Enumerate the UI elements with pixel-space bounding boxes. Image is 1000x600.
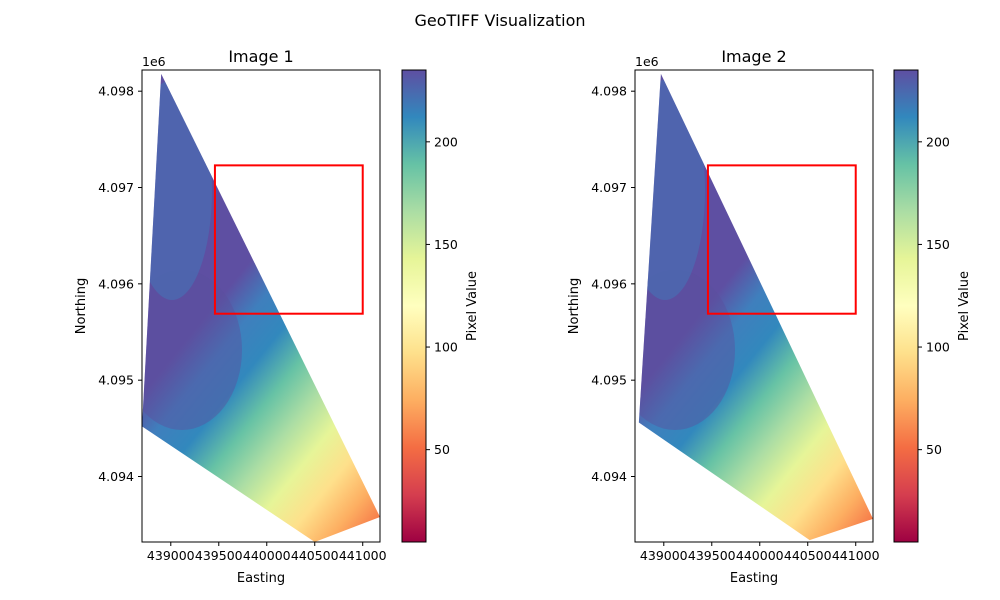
x-axis-label: Easting	[237, 571, 285, 586]
y-tick-label: 4.096	[98, 276, 134, 291]
x-tick-label: 440500	[784, 548, 832, 563]
y-tick-label: 4.096	[591, 276, 627, 291]
x-tick-label: 439500	[195, 548, 243, 563]
raster-shading	[638, 80, 705, 300]
colorbar-label: Pixel Value	[957, 271, 972, 341]
raster-image	[638, 73, 873, 541]
raster-shading	[142, 270, 242, 430]
y-tick-label: 4.097	[591, 180, 627, 195]
colorbar	[893, 69, 919, 543]
x-axis-label: Easting	[730, 571, 778, 586]
y-tick-label: 4.094	[98, 469, 134, 484]
x-tick-label: 440000	[736, 548, 784, 563]
figure-title: GeoTIFF Visualization	[414, 11, 585, 30]
axis-offset-label: 1e6	[635, 54, 659, 69]
colorbar-tick-label: 150	[926, 237, 950, 252]
y-tick-label: 4.097	[98, 180, 134, 195]
chart-panel-2: Image 2 439000 439500 440000 440500 441000 4.0…	[567, 47, 972, 586]
x-tick-label: 440000	[243, 548, 291, 563]
y-axis-label: Northing	[74, 278, 89, 334]
highlight-box	[706, 164, 857, 315]
y-tick-label: 4.095	[98, 373, 134, 388]
y-tick-label: 4.098	[591, 84, 627, 99]
colorbar-tick-label: 100	[434, 340, 458, 355]
colorbar-tick-label: 150	[434, 237, 458, 252]
x-tick-label: 440500	[291, 548, 339, 563]
colorbar-tick-label: 200	[434, 134, 458, 149]
x-tick-label: 439000	[147, 548, 195, 563]
axis-offset-label: 1e6	[142, 54, 166, 69]
y-tick-label: 4.095	[591, 373, 627, 388]
x-tick-label: 441000	[832, 548, 880, 563]
panel-title: Image 2	[721, 47, 786, 66]
colorbar-tick-label: 100	[926, 340, 950, 355]
axes-frame	[141, 69, 381, 543]
panel-title: Image 1	[228, 47, 293, 66]
axes-frame	[634, 69, 874, 543]
x-tick-label: 441000	[339, 548, 387, 563]
colorbar-label: Pixel Value	[465, 271, 480, 341]
chart-panel-1: Image 1 439000 439500 440000 440500 441000 4.0…	[74, 47, 480, 586]
colorbar-tick-label: 50	[926, 442, 942, 457]
y-axis-label: Northing	[567, 278, 582, 334]
colorbar-tick-label: 50	[434, 442, 450, 457]
colorbar	[401, 69, 427, 543]
x-tick-label: 439500	[688, 548, 736, 563]
highlight-box	[213, 164, 364, 315]
colorbar-tick-label: 200	[926, 134, 950, 149]
y-tick-label: 4.094	[591, 469, 627, 484]
raster-shading	[142, 80, 212, 300]
y-tick-label: 4.098	[98, 84, 134, 99]
raster-image	[142, 73, 380, 542]
x-tick-label: 439000	[640, 548, 688, 563]
